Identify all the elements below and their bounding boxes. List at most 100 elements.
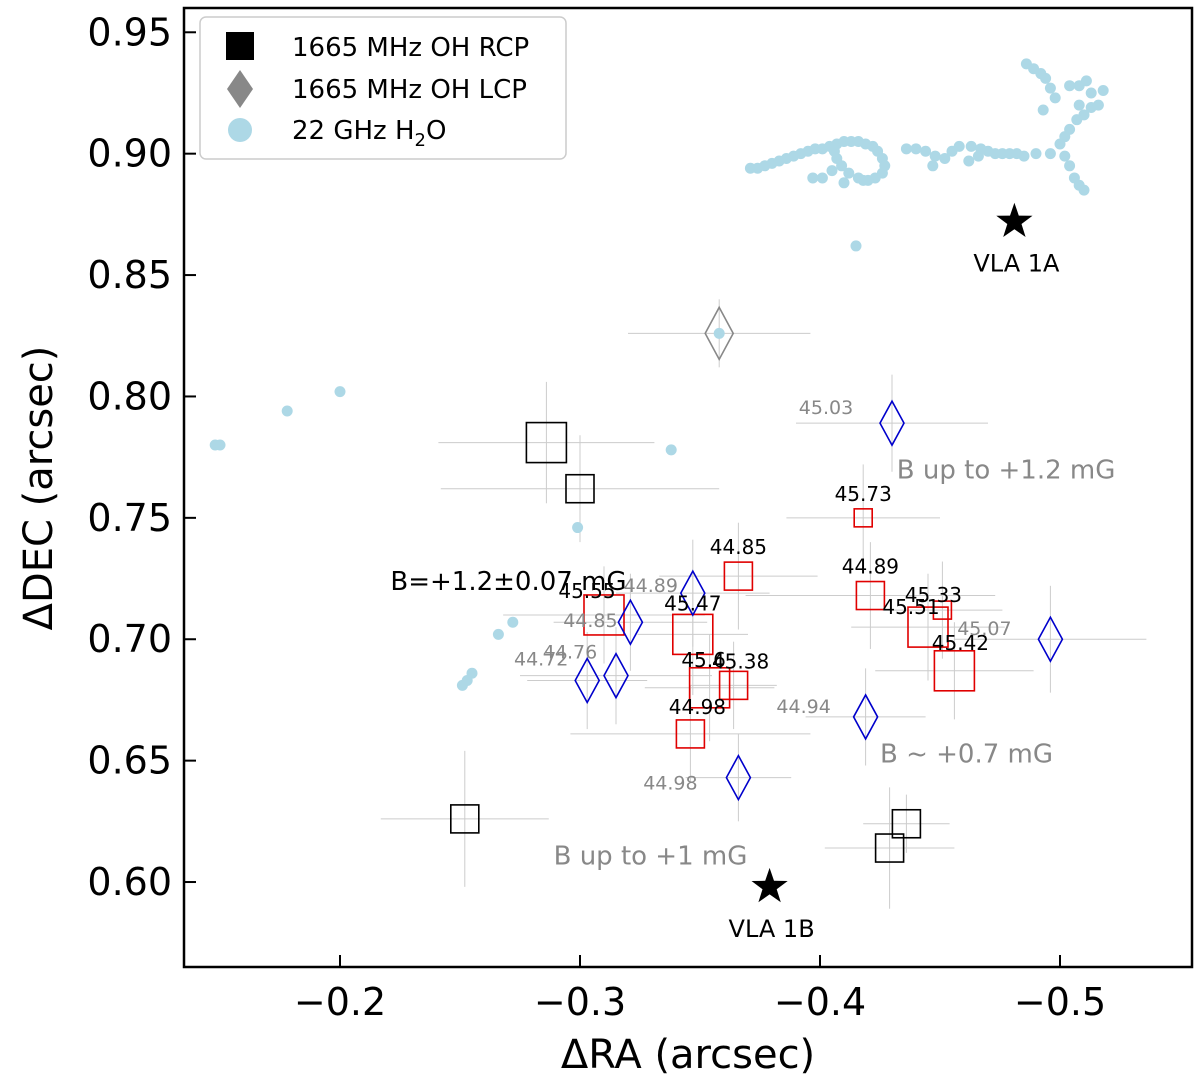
h2o-maser-point xyxy=(1037,104,1049,116)
vla-source-label: VLA 1B xyxy=(729,915,815,943)
oh-rcp-black-square xyxy=(891,808,922,839)
rcp-velocity-label: 44.85 xyxy=(710,535,767,559)
h2o-maser-point xyxy=(456,679,468,691)
h2o-maser-point xyxy=(838,177,850,189)
h2o-maser-point xyxy=(1049,92,1061,104)
rcp-velocity-label: 45.47 xyxy=(664,591,721,615)
lcp-velocity-label: 44.89 xyxy=(624,575,678,597)
oh-lcp-blue-diamond xyxy=(679,569,706,617)
lcp-velocity-label: 44.98 xyxy=(643,773,697,795)
legend: 1665 MHz OH RCP 1665 MHz OH LCP 22 GHz H… xyxy=(199,16,567,160)
oh-lcp-blue-diamond xyxy=(574,656,601,705)
h2o-maser-point xyxy=(1071,114,1083,126)
oh-rcp-red-square xyxy=(583,594,625,636)
h2o-maser-point xyxy=(713,327,725,339)
oh-rcp-red-square xyxy=(853,508,874,528)
oh-rcp-red-square xyxy=(675,719,706,749)
plot-frame xyxy=(182,6,1194,969)
rcp-velocity-label: 44.89 xyxy=(842,555,899,579)
error-bars-layer xyxy=(380,299,1147,909)
h2o-maser-point xyxy=(1054,138,1066,150)
x-tick-label: −0.5 xyxy=(1014,980,1106,1024)
oh-lcp-blue-diamond xyxy=(617,598,644,646)
vla-star-marker xyxy=(996,202,1033,237)
h2o-maser-point xyxy=(850,240,862,252)
h2o-maser-point xyxy=(972,150,984,162)
field-annotation: B up to +1.2 mG xyxy=(897,455,1116,485)
rcp-velocity-label: 45.55 xyxy=(558,579,615,603)
h2o-maser-point xyxy=(1073,99,1085,111)
y-axis-ticks: 0.60 0.65 0.70 0.75 0.80 0.85 0.90 0.95 xyxy=(87,10,196,904)
x-tick-label: −0.3 xyxy=(534,980,626,1024)
legend-rcp-label: 1665 MHz OH RCP xyxy=(292,33,529,63)
h2o-maser-point xyxy=(1044,148,1056,160)
oh-rcp-red-square xyxy=(718,670,749,701)
y-tick-label: 0.60 xyxy=(87,860,172,904)
oh-rcp-red-square xyxy=(723,561,754,591)
rcp-velocity-label: 45.51 xyxy=(882,595,939,619)
oh-lcp-blue-diamond xyxy=(725,753,752,802)
rcp-velocity-label: 45.38 xyxy=(712,649,769,673)
h2o-maser-point xyxy=(1018,150,1030,162)
h2o-maser-point xyxy=(953,140,965,152)
x-axis-ticks: −0.2 −0.3 −0.4 −0.5 xyxy=(294,955,1106,1024)
oh-rcp-red-square xyxy=(855,580,886,611)
lcp-velocity-label: 45.07 xyxy=(957,618,1011,640)
h2o-maser-point xyxy=(816,172,828,184)
oh-rcp-red-square xyxy=(688,666,731,709)
lcp-velocity-label: 44.85 xyxy=(563,610,617,632)
h2o-maser-point xyxy=(1064,160,1076,172)
lcp-velocity-label: 44.94 xyxy=(776,696,830,718)
legend-h2o-marker xyxy=(228,118,252,142)
oh-rcp-black-square xyxy=(565,473,595,504)
h2o-maser-point xyxy=(281,405,293,417)
vla-star-marker xyxy=(751,867,788,903)
h2o-maser-point xyxy=(1059,150,1071,162)
y-tick-label: 0.75 xyxy=(87,496,172,540)
oh-lcp-blue-diamond xyxy=(879,399,905,447)
rcp-velocity-label: 44.98 xyxy=(669,695,726,719)
h2o-maser-point xyxy=(1044,82,1056,94)
h2o-maser-point xyxy=(1080,75,1092,87)
rcp-velocity-label: 45.73 xyxy=(835,482,892,506)
h2o-maser-point xyxy=(807,172,819,184)
h2o-maser-point xyxy=(334,386,346,398)
rcp-velocity-label: 45.42 xyxy=(932,631,989,655)
h2o-maser-point xyxy=(507,616,519,628)
h2o-maser-point xyxy=(665,444,677,456)
h2o-maser-point xyxy=(214,439,226,451)
h2o-maser-point xyxy=(1092,99,1104,111)
h2o-points-layer xyxy=(209,58,1109,691)
oh-lcp-grey-diamond xyxy=(704,305,735,362)
legend-h2o-label: 22 GHz H2O xyxy=(292,116,446,151)
legend-lcp-label: 1665 MHz OH LCP xyxy=(292,75,527,105)
h2o-maser-point xyxy=(492,628,504,640)
oh-rcp-red-square xyxy=(907,606,949,648)
annotations-layer: B up to +1.2 mG B=+1.2±0.07 mG B ~ +0.7 mG… xyxy=(390,455,1115,871)
h2o-maser-point xyxy=(929,150,941,162)
legend-box xyxy=(199,16,567,160)
rcp-velocity-label: 45.33 xyxy=(905,583,962,607)
y-tick-label: 0.95 xyxy=(87,10,172,54)
y-tick-label: 0.70 xyxy=(87,617,172,661)
h2o-maser-point xyxy=(857,174,869,186)
vla-stars-layer xyxy=(751,202,1033,903)
h2o-maser-point xyxy=(963,155,975,167)
h2o-maser-point xyxy=(828,145,840,157)
oh-rcp-red-square xyxy=(933,650,976,692)
field-annotation: B=+1.2±0.07 mG xyxy=(390,567,626,597)
h2o-maser-point xyxy=(910,143,922,155)
oh-points-layer xyxy=(449,305,1064,863)
y-axis-title: ΔDEC (arcsec) xyxy=(16,346,62,631)
rcp-velocity-label: 45.6 xyxy=(681,648,726,672)
legend-rcp-marker xyxy=(226,32,254,60)
legend-h2o-label-main: 22 GHz H xyxy=(292,116,415,146)
h2o-maser-point xyxy=(1064,80,1076,92)
x-tick-label: −0.4 xyxy=(774,980,866,1024)
y-tick-label: 0.85 xyxy=(87,253,172,297)
h2o-maser-point xyxy=(826,165,838,177)
lcp-velocity-label: 44.72 xyxy=(514,649,568,671)
lcp-velocity-label: 44.76 xyxy=(543,642,597,664)
h2o-maser-point xyxy=(1040,72,1052,84)
y-tick-label: 0.90 xyxy=(87,132,172,176)
